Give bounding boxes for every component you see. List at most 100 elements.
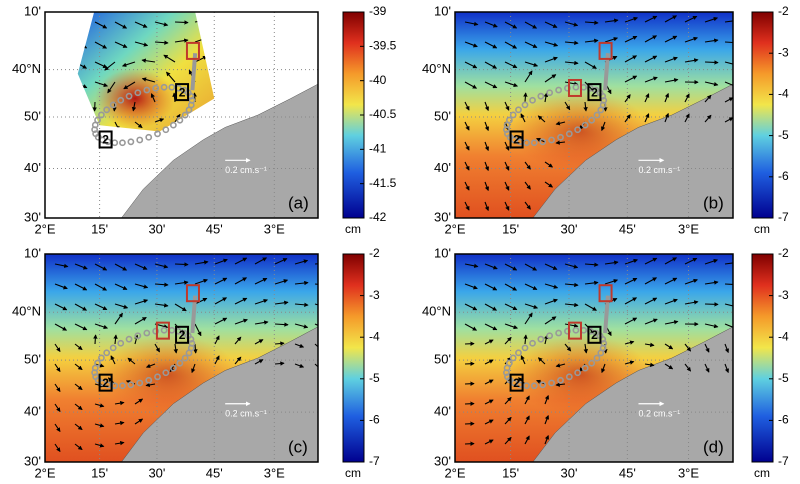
- x-tick-label: 15': [502, 221, 519, 236]
- map-frame: [454, 253, 734, 463]
- vector-arrow: [214, 297, 228, 305]
- vector-arrow: [94, 403, 105, 408]
- colorbar-tick-label: -4: [778, 87, 789, 101]
- trajectory-point: [588, 116, 596, 124]
- trajectory-point: [523, 139, 530, 147]
- x-tick-label: 30': [561, 465, 578, 480]
- vector-arrow: [484, 303, 498, 311]
- black-box: [98, 130, 113, 149]
- vector-arrow: [150, 93, 156, 103]
- x-tick-label: 15': [91, 221, 108, 236]
- vector-arrow: [584, 280, 599, 286]
- vector-arrow: [174, 20, 189, 25]
- vector-arrow: [544, 283, 559, 289]
- vector-arrow: [193, 343, 198, 354]
- vector-arrow: [504, 416, 512, 425]
- trajectory-point: [181, 111, 189, 119]
- map-area: 2 2 0.2 cm.s⁻¹ (d): [455, 254, 733, 462]
- trajectory-point: [125, 92, 133, 100]
- map-frame: [454, 11, 734, 219]
- trajectory-point: [581, 121, 589, 129]
- vector-arrow: [154, 21, 169, 27]
- vector-arrow: [127, 357, 136, 365]
- red-box: [185, 41, 200, 60]
- x-tick-label: 3°E: [264, 465, 285, 480]
- vector-arrow: [624, 317, 638, 325]
- vector-arrow: [664, 257, 678, 265]
- vector-arrow: [154, 303, 169, 308]
- y-tick-label: 50': [434, 108, 451, 123]
- vector-arrow: [234, 356, 242, 365]
- trajectory-point: [98, 354, 105, 362]
- vector-arrow: [664, 112, 669, 123]
- trajectory-point: [546, 332, 554, 340]
- x-tick-label: 3°E: [264, 221, 285, 236]
- vector-arrow: [664, 363, 674, 370]
- trajectory-point: [597, 106, 605, 114]
- map-frame: [44, 253, 319, 463]
- vector-arrow: [484, 399, 494, 405]
- y-tick-label: 10': [434, 245, 451, 260]
- x-tick-label: 2°E: [444, 221, 465, 236]
- trajectory-point: [168, 83, 176, 91]
- map-area: 2 2 0.2 cm.s⁻¹ (a): [45, 12, 318, 218]
- trajectory-point: [160, 83, 168, 91]
- vector-arrow: [601, 363, 606, 374]
- trajectory-point: [176, 359, 184, 367]
- box-label: 2: [102, 133, 109, 147]
- trajectory-point: [119, 382, 126, 390]
- y-tick-label: 40°N: [422, 61, 451, 76]
- vector-arrow: [294, 363, 305, 368]
- y-tick-label: 40°N: [12, 304, 41, 319]
- map-area: 2 2 0.2 cm.s⁻¹ (c): [45, 254, 318, 462]
- vector-arrow: [504, 101, 510, 111]
- vector-arrow: [74, 343, 83, 351]
- vector-arrow: [644, 55, 658, 63]
- vector-arrow: [644, 93, 650, 103]
- vector-arrow: [464, 161, 470, 171]
- vector-arrow: [54, 343, 61, 353]
- panel-label: (b): [703, 193, 724, 212]
- vector-arrow: [114, 41, 128, 48]
- vector-arrow: [584, 20, 599, 25]
- vector-arrow: [664, 35, 678, 43]
- vector-arrow: [544, 56, 558, 63]
- vector-arrow: [134, 263, 148, 270]
- vector-arrow: [555, 382, 566, 387]
- vector-arrow: [604, 37, 619, 43]
- trajectory-point: [117, 96, 125, 104]
- vector-arrow: [294, 343, 305, 348]
- vector-arrow: [537, 115, 546, 123]
- vector-arrow: [484, 339, 494, 345]
- vector-arrow: [543, 92, 549, 103]
- vector-arrow: [504, 336, 512, 345]
- vector-arrow: [664, 78, 679, 83]
- trajectory-point: [548, 379, 555, 387]
- vector-arrow: [154, 282, 169, 287]
- land: [121, 326, 318, 462]
- vector-arrow: [464, 101, 470, 111]
- vector-arrow: [254, 257, 268, 265]
- scale-label: 0.2 cm.s⁻¹: [638, 165, 680, 175]
- vector-arrow: [704, 343, 710, 353]
- vector-arrow: [504, 283, 518, 291]
- vector-arrow: [644, 277, 658, 285]
- vector-arrow: [644, 342, 655, 348]
- vector-arrow: [174, 262, 189, 267]
- vector-arrow: [504, 303, 518, 311]
- vector-arrow: [524, 303, 539, 309]
- vector-arrow: [107, 81, 116, 94]
- scale-label: 0.2 cm.s⁻¹: [638, 409, 680, 419]
- trajectory-point: [546, 89, 554, 97]
- vector-arrow: [555, 140, 566, 145]
- vector-arrow: [564, 101, 571, 111]
- vector-arrow: [54, 283, 68, 290]
- black-box: [587, 325, 602, 344]
- vector-arrow: [484, 161, 489, 172]
- vector-arrow: [524, 312, 533, 325]
- vector-arrow: [194, 260, 209, 265]
- vector-arrow: [520, 355, 526, 365]
- map-panel: 2 2 0.2 cm.s⁻¹ (c) 2°E 15' 30' 45' 3°E 10' 40°N 50'…: [12, 245, 380, 480]
- vector-arrow: [77, 61, 88, 69]
- trajectory-point: [505, 359, 513, 367]
